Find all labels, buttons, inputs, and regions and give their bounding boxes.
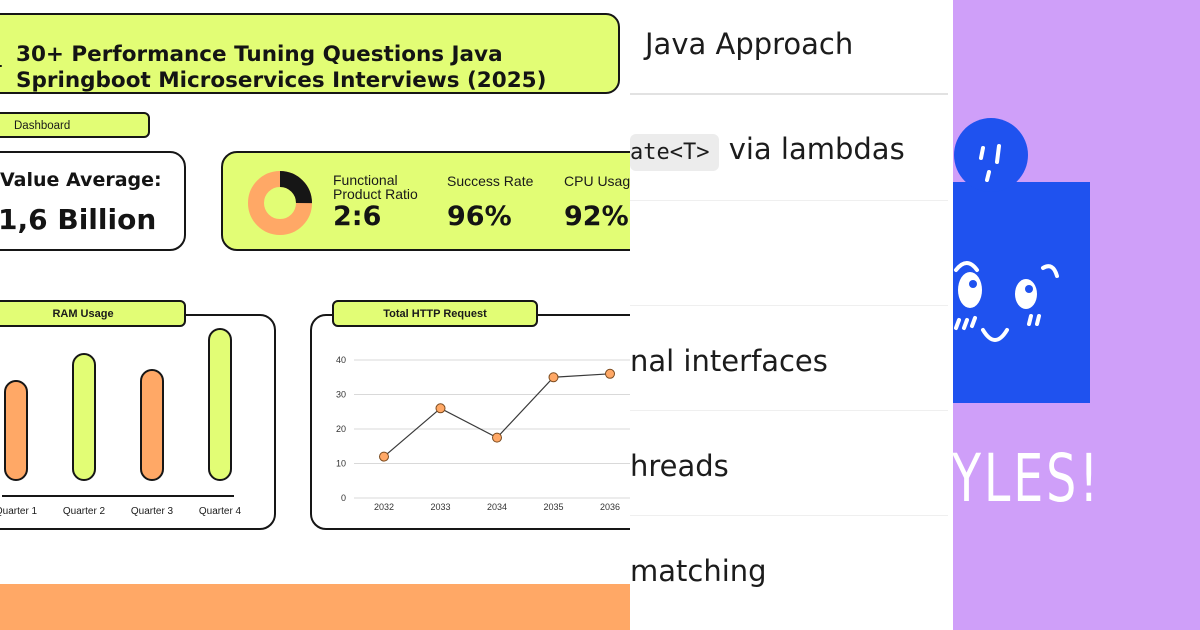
ram-bar-label-1: Quarter 1 [0, 506, 38, 517]
stat-1-label-2: Product Ratio [333, 186, 418, 202]
page-title: 30+ Performance Tuning Questions Java Sp… [16, 42, 576, 94]
ram-usage-card: Quarter 1 Quarter 2 Quarter 3 Quarter 4 [0, 314, 276, 530]
article-line-4: hreads [630, 449, 729, 483]
code-snippet: ate<T> [630, 134, 720, 171]
blue-blob-illustration [953, 118, 1090, 403]
stats-card: Functional Product Ratio 2:6 Success Rat… [221, 151, 630, 251]
ram-bar-label-2: Quarter 2 [62, 506, 106, 517]
y-tick-label-40: 40 [336, 355, 346, 365]
ram-usage-title: RAM Usage [0, 300, 186, 327]
ram-bar-3 [140, 369, 164, 481]
x-tick-label-2035: 2035 [543, 502, 563, 512]
divider-3 [630, 305, 948, 306]
article-line-3: nal interfaces [630, 344, 828, 378]
ram-bar-label-3: Quarter 3 [130, 506, 174, 517]
infographic-panel: 30+ Performance Tuning Questions Java Sp… [0, 0, 630, 630]
article-panel [630, 0, 953, 630]
x-tick-label-2036: 2036 [600, 502, 620, 512]
ram-axis-line [2, 495, 234, 497]
donut-chart [248, 171, 312, 235]
http-point-2032 [379, 451, 389, 462]
divider-1 [630, 93, 948, 95]
stat-2-value: 96% [447, 201, 512, 232]
stat-3-label: CPU Usag [564, 173, 630, 189]
stat-1-label-1: Functional [333, 172, 398, 188]
http-request-card: 0 10 20 30 40 2032 2033 2034 2035 2036 [310, 314, 630, 530]
ram-bar-2 [72, 353, 96, 481]
stat-2-label: Success Rate [447, 173, 534, 189]
value-average-card: Value Average: 1,6 Billion [0, 151, 186, 251]
x-tick-label-2034: 2034 [487, 502, 507, 512]
value-average-label: Value Average: [0, 169, 162, 191]
article-line-5: matching [630, 554, 767, 588]
dashboard-tag-label: Dashboard [14, 120, 71, 132]
stat-1-value: 2:6 [333, 201, 382, 232]
http-point-2034 [492, 432, 502, 443]
dashboard-tag: Dashboard [0, 112, 150, 138]
article-line-2: ate<T> via lambdas [630, 132, 905, 171]
http-point-2036 [605, 368, 615, 379]
ram-bar-1 [4, 380, 28, 481]
title-line-2: Springboot Microservices Interviews (202… [16, 68, 547, 93]
article-line-2-text: via lambdas [719, 132, 905, 166]
http-point-2033 [435, 403, 446, 414]
ram-bar-label-4: Quarter 4 [198, 506, 242, 517]
y-tick-label-10: 10 [336, 459, 346, 469]
x-tick-label-2033: 2033 [430, 502, 450, 512]
divider-4 [630, 410, 948, 411]
y-tick-label-30: 30 [336, 390, 346, 400]
http-request-title: Total HTTP Request [332, 300, 538, 327]
y-tick-label-0: 0 [341, 493, 346, 503]
sparkle-icon [0, 65, 2, 67]
divider-5 [630, 515, 948, 516]
title-line-1: 30+ Performance Tuning Questions Java [16, 42, 503, 67]
divider-2 [630, 200, 948, 201]
stat-3-value: 92% [564, 201, 629, 232]
title-banner: 30+ Performance Tuning Questions Java Sp… [0, 13, 620, 94]
http-series-line [383, 373, 611, 458]
ram-bar-4 [208, 328, 232, 481]
cartoon-caption: YLES! [952, 440, 1102, 517]
http-request-chart: 0 10 20 30 40 2032 2033 2034 2035 2036 [336, 355, 630, 512]
value-average-value: 1,6 Billion [0, 203, 157, 236]
ram-usage-title-text: RAM Usage [52, 308, 114, 320]
x-tick-label-2032: 2032 [374, 502, 394, 512]
http-request-title-text: Total HTTP Request [383, 308, 487, 320]
article-heading: Java Approach [645, 27, 854, 61]
donut-segment [248, 171, 312, 235]
cartoon-panel [953, 0, 1200, 630]
http-point-2035 [548, 372, 559, 383]
y-tick-label-20: 20 [336, 424, 346, 434]
